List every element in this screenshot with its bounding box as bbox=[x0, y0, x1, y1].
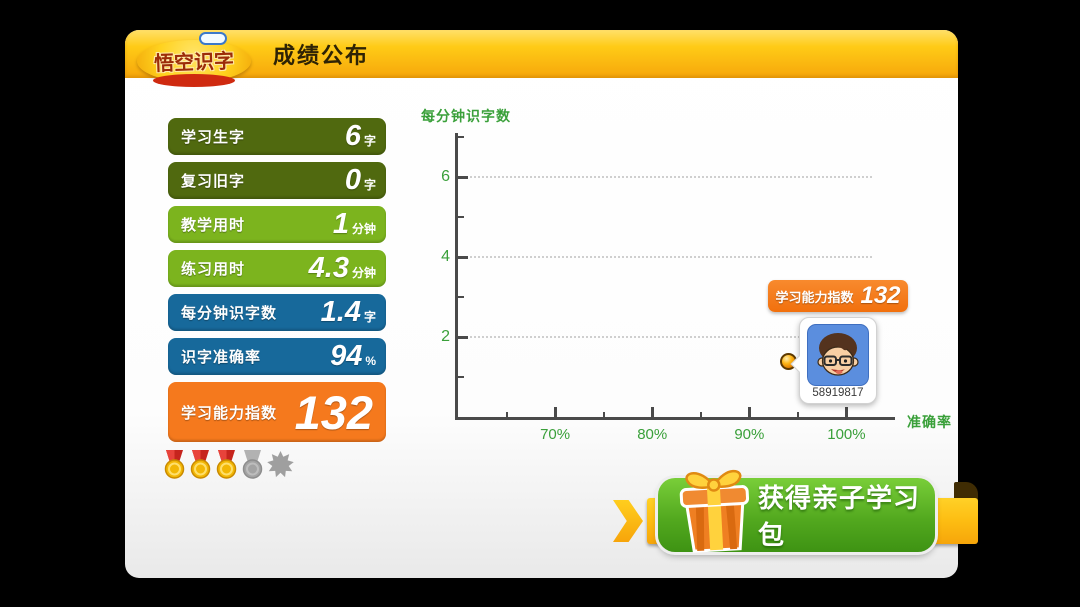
badge-value: 132 bbox=[860, 282, 901, 309]
y-tick-mark bbox=[457, 175, 468, 179]
x-minor-tick bbox=[796, 412, 799, 418]
player-callout: 58919817 bbox=[790, 317, 877, 404]
y-gridline bbox=[463, 256, 872, 258]
chart-x-axis-title: 准确率 bbox=[907, 414, 952, 430]
app-logo: 悟空识字 bbox=[137, 32, 251, 90]
gold-icon bbox=[163, 450, 186, 479]
x-tick-label: 80% bbox=[637, 426, 668, 443]
button-label: 获得亲子学习包 bbox=[758, 483, 921, 550]
gold-icon bbox=[189, 450, 212, 479]
stat-unit: % bbox=[365, 354, 376, 368]
x-tick-mark bbox=[747, 407, 751, 418]
page-title: 成绩公布 bbox=[273, 43, 370, 68]
stat-value: 94 bbox=[330, 340, 363, 372]
player-id: 58919817 bbox=[812, 387, 864, 399]
x-tick-mark bbox=[650, 407, 654, 418]
stat-label: 学习能力指数 bbox=[181, 404, 278, 422]
x-minor-tick bbox=[699, 412, 702, 418]
ribbon-chevron bbox=[613, 500, 643, 542]
cloud-icon bbox=[199, 32, 227, 45]
gold-icon bbox=[215, 450, 238, 479]
x-minor-tick bbox=[602, 412, 605, 418]
y-tick-mark bbox=[457, 335, 468, 339]
chart-y-axis-title: 每分钟识字数 bbox=[421, 108, 511, 124]
ability-index-badge: 学习能力指数 132 bbox=[768, 280, 908, 312]
x-tick-mark bbox=[553, 407, 557, 418]
gray-star-icon bbox=[267, 450, 294, 479]
stat-value: 1.4 bbox=[320, 296, 361, 328]
stat-unit: 字 bbox=[363, 134, 376, 148]
gray-medal-icon bbox=[241, 450, 264, 479]
y-minor-tick bbox=[457, 216, 464, 218]
logo-text: 悟空识字 bbox=[153, 50, 235, 76]
x-tick-label: 100% bbox=[827, 426, 866, 443]
y-minor-tick bbox=[457, 136, 464, 138]
stat-value: 0 bbox=[344, 164, 361, 196]
x-tick-label: 90% bbox=[734, 426, 765, 443]
stat-label: 复习旧字 bbox=[181, 173, 246, 190]
stat-row-teaching-time: 教学用时 1 分钟 bbox=[168, 206, 386, 243]
stat-row-practice-time: 练习用时 4.3 分钟 bbox=[168, 250, 386, 287]
stat-label: 学习生字 bbox=[181, 129, 246, 146]
stat-value: 1 bbox=[332, 208, 349, 240]
stat-unit: 字 bbox=[363, 310, 376, 324]
stat-unit: 分钟 bbox=[351, 266, 376, 280]
player-avatar bbox=[807, 324, 869, 386]
gift-icon bbox=[670, 460, 761, 556]
y-gridline bbox=[463, 176, 872, 178]
y-tick-label: 2 bbox=[441, 328, 450, 345]
stat-label: 练习用时 bbox=[181, 261, 246, 278]
logo-base bbox=[153, 74, 235, 87]
stat-row-ability-index: 学习能力指数 132 bbox=[168, 382, 386, 442]
stat-row-accuracy: 识字准确率 94% bbox=[168, 338, 386, 375]
y-minor-tick bbox=[457, 376, 464, 378]
x-tick-mark bbox=[844, 407, 848, 418]
stat-label: 每分钟识字数 bbox=[181, 305, 278, 322]
stat-value: 132 bbox=[294, 385, 373, 439]
stat-unit: 分钟 bbox=[351, 222, 376, 236]
avatar-face-icon bbox=[817, 333, 859, 376]
ribbon-fold bbox=[954, 482, 978, 502]
medal-row bbox=[163, 450, 294, 479]
header-bar: 成绩公布 bbox=[125, 30, 958, 78]
stat-value: 6 bbox=[344, 120, 361, 152]
y-tick-label: 4 bbox=[441, 248, 450, 265]
stat-label: 识字准确率 bbox=[181, 349, 262, 366]
stat-label: 教学用时 bbox=[181, 217, 246, 234]
stat-value: 4.3 bbox=[308, 252, 349, 284]
y-gridline bbox=[463, 336, 872, 338]
x-tick-label: 70% bbox=[540, 426, 571, 443]
y-minor-tick bbox=[457, 296, 464, 298]
y-tick-label: 6 bbox=[441, 168, 450, 185]
stat-row-words-per-minute: 每分钟识字数 1.4 字 bbox=[168, 294, 386, 331]
chart-plot: 2 4 6 70% 80% 90% 100% bbox=[441, 133, 895, 443]
y-tick-mark bbox=[457, 255, 468, 259]
stat-unit: 字 bbox=[363, 178, 376, 192]
badge-label: 学习能力指数 bbox=[775, 289, 854, 305]
x-minor-tick bbox=[505, 412, 508, 418]
get-parent-pack-button[interactable]: 获得亲子学习包 bbox=[658, 469, 935, 553]
